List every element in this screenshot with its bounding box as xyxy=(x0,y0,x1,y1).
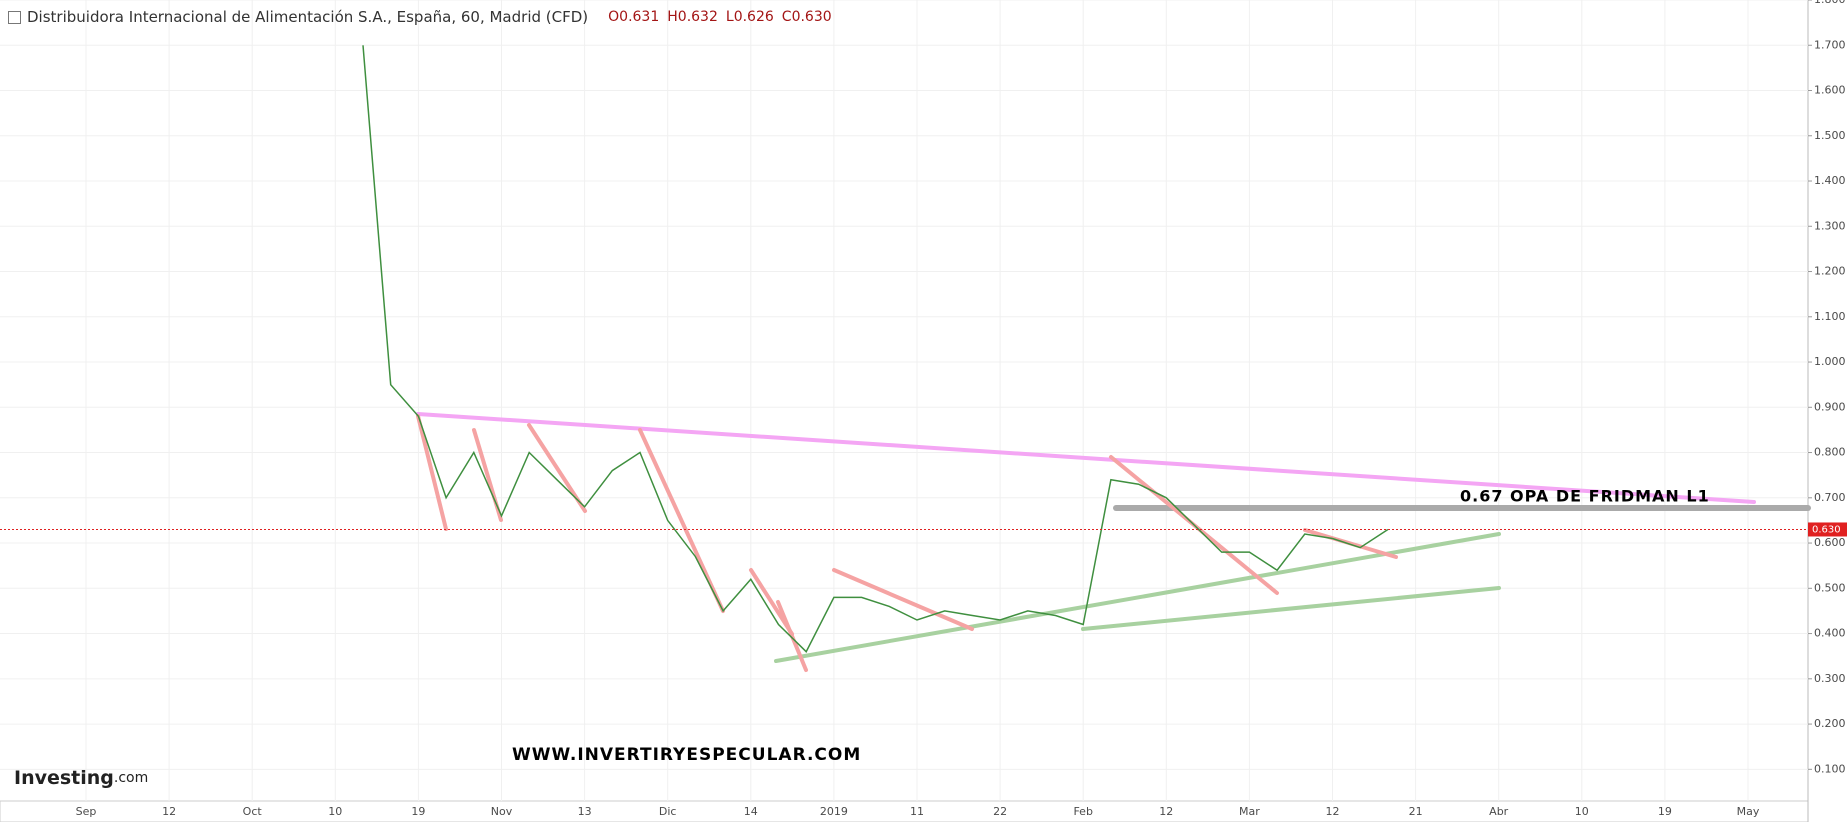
y-tick-label: 0.500 xyxy=(1814,581,1846,594)
x-tick-label: 22 xyxy=(993,805,1007,818)
ohlc-field: O0.631 xyxy=(608,9,659,25)
header: Distribuidora Internacional de Alimentac… xyxy=(8,8,840,26)
y-tick-label: 0.800 xyxy=(1814,446,1846,459)
x-tick-label: Abr xyxy=(1489,805,1509,818)
x-tick-label: 19 xyxy=(1658,805,1672,818)
x-tick-label: Oct xyxy=(243,805,263,818)
last-price-box xyxy=(1808,522,1847,537)
ohlc: O0.631 H0.632 L0.626 C0.630 xyxy=(608,9,840,25)
x-tick-label: 19 xyxy=(411,805,425,818)
x-tick-label: 2019 xyxy=(820,805,848,818)
ohlc-label: C xyxy=(781,9,792,25)
y-tick-label: 1.100 xyxy=(1814,310,1846,323)
ohlc-value: 0.630 xyxy=(791,9,832,25)
x-tick-label: 12 xyxy=(1159,805,1173,818)
down-trend xyxy=(416,414,448,531)
y-tick-label: 1.400 xyxy=(1814,174,1846,187)
down-trend xyxy=(638,428,725,613)
support-line xyxy=(1081,586,1501,631)
logo: Investing.com xyxy=(14,767,148,789)
down-trend xyxy=(1303,528,1398,559)
y-tick-label: 1.800 xyxy=(1814,0,1846,6)
y-tick-label: 0.100 xyxy=(1814,762,1846,775)
x-tick-label: Dic xyxy=(659,805,677,818)
x-tick-label: Sep xyxy=(76,805,97,818)
down-trend xyxy=(776,600,808,672)
x-tick-label: May xyxy=(1737,805,1760,818)
x-tick-label: 11 xyxy=(910,805,924,818)
x-tick-label: 10 xyxy=(1575,805,1589,818)
ohlc-value: 0.626 xyxy=(733,9,774,25)
x-tick-label: 12 xyxy=(1326,805,1340,818)
watermark: WWW.INVERTIRYESPECULAR.COM xyxy=(512,745,861,765)
y-tick-label: 1.200 xyxy=(1814,265,1846,278)
x-tick-label: 13 xyxy=(578,805,592,818)
y-tick-label: 1.600 xyxy=(1814,84,1846,97)
instrument-title: Distribuidora Internacional de Alimentac… xyxy=(27,8,589,26)
logo-suffix: .com xyxy=(114,770,148,786)
y-tick-label: 0.700 xyxy=(1814,491,1846,504)
ohlc-label: H xyxy=(667,9,678,25)
y-tick-label: 0.400 xyxy=(1814,627,1846,640)
ohlc-label: L xyxy=(725,9,734,25)
x-tick-label: Nov xyxy=(491,805,513,818)
x-tick-label: 14 xyxy=(744,805,758,818)
ohlc-field: L0.626 xyxy=(726,9,774,25)
price-line xyxy=(362,45,1389,653)
ohlc-value: 0.631 xyxy=(619,9,660,25)
x-tick-label: Mar xyxy=(1239,805,1260,818)
ohlc-label: O xyxy=(608,9,620,25)
collapse-toggle[interactable] xyxy=(8,10,21,24)
level-note: 0.67 OPA DE FRIDMAN L1 xyxy=(1460,487,1710,506)
y-tick-label: 1.500 xyxy=(1814,129,1846,142)
x-axis-band xyxy=(0,800,1809,822)
x-tick-label: 12 xyxy=(162,805,176,818)
y-tick-label: 0.600 xyxy=(1814,536,1846,549)
logo-name: Investing xyxy=(14,767,114,789)
x-tick-label: Feb xyxy=(1073,805,1092,818)
y-tick-label: 1.000 xyxy=(1814,355,1846,368)
y-tick-label: 1.700 xyxy=(1814,38,1846,51)
y-tick-label: 0.300 xyxy=(1814,672,1846,685)
y-tick-label: 0.200 xyxy=(1814,717,1846,730)
y-tick-label: 1.300 xyxy=(1814,219,1846,232)
support-line xyxy=(774,532,1501,663)
ohlc-value: 0.632 xyxy=(677,9,718,25)
y-tick-label: 0.900 xyxy=(1814,400,1846,413)
grid xyxy=(0,0,1808,801)
ohlc-field: C0.630 xyxy=(782,9,832,25)
last-price-label: 0.630 xyxy=(1812,524,1841,535)
x-tick-label: 10 xyxy=(328,805,342,818)
down-trend xyxy=(832,568,974,631)
x-tick-label: 21 xyxy=(1409,805,1423,818)
ohlc-field: H0.632 xyxy=(667,9,718,25)
down-trend xyxy=(527,423,587,513)
